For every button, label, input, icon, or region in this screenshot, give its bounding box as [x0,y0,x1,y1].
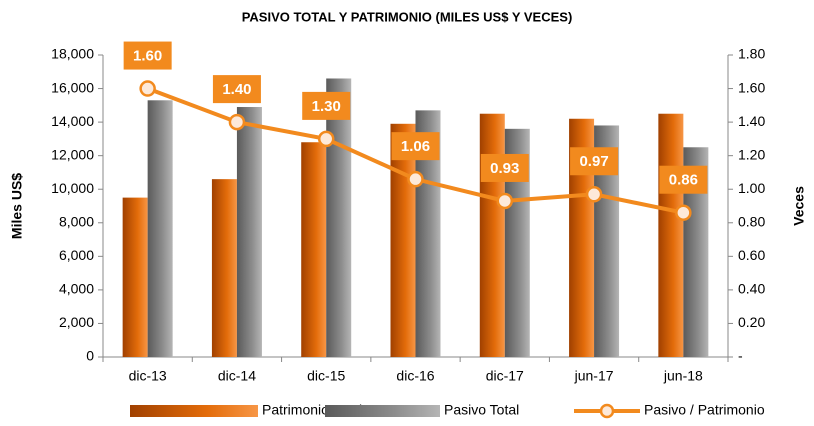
line-marker [317,130,335,148]
y2-tick-label: 1.00 [738,180,765,196]
legend-swatch [325,405,440,417]
value-label-box [570,147,619,176]
bar [122,197,148,357]
y2-tick-label: - [738,348,743,364]
x-tick-label: dic-14 [218,368,256,384]
value-label-box [480,153,529,182]
line-marker [496,192,514,210]
line-marker [585,186,603,203]
value-label: 0.97 [579,153,608,170]
line-marker [139,80,156,97]
bar [479,113,505,357]
y-tick-label: 2,000 [59,314,94,330]
y-tick-label: 6,000 [59,247,94,263]
bar [326,78,352,357]
legend-label: Pasivo / Patrimonio [644,402,765,418]
y2-tick-label: 1.60 [738,79,765,95]
y-tick-label: 8,000 [59,213,94,229]
y-tick-label: 10,000 [51,180,94,196]
x-tick-label: jun-18 [663,368,703,384]
value-label: 1.30 [312,98,341,115]
x-tick-label: jun-17 [574,368,614,384]
y-tick-label: 12,000 [51,146,94,162]
y-tick-label: 18,000 [51,46,94,62]
value-label-box [212,75,261,104]
value-label: 0.93 [490,160,519,177]
y2-tick-label: 0.20 [738,314,765,330]
y2-tick-label: 0.40 [738,281,765,297]
y-tick-label: 14,000 [51,113,94,129]
bar [211,179,237,357]
value-label-box [123,41,172,70]
bar [147,100,173,358]
legend-label: Pasivo Total [444,402,519,418]
y-tick-label: 16,000 [51,79,94,95]
y2-axis-title: Veces [791,186,807,226]
line-marker [675,204,692,221]
x-tick-label: dic-16 [396,368,434,384]
x-tick-label: dic-17 [486,368,524,384]
value-label-box [659,165,708,194]
y2-tick-label: 1.20 [738,146,765,162]
bar [390,123,416,358]
bar [301,142,327,357]
y-tick-label: 0 [86,348,94,364]
y-tick-label: 4,000 [59,281,94,297]
legend-swatch [130,405,258,417]
y-axis-title: Miles US$ [9,173,25,239]
line-marker [228,113,246,131]
value-label: 1.40 [222,81,251,98]
line-marker [407,170,424,188]
y2-tick-label: 0.80 [738,213,765,229]
value-label-box [302,91,351,120]
x-tick-label: dic-13 [129,368,167,384]
legend-marker [599,403,615,419]
y2-tick-label: 1.80 [738,46,765,62]
bar [236,107,262,357]
y2-tick-label: 0.60 [738,247,765,263]
value-label: 0.86 [669,172,698,189]
y2-tick-label: 1.40 [738,113,765,129]
value-label: 1.06 [401,138,430,155]
value-label: 1.60 [133,48,162,65]
value-label-box [391,132,440,161]
chart-title: PASIVO TOTAL Y PATRIMONIO (MILES US$ Y V… [242,9,573,24]
x-tick-label: dic-15 [307,368,345,384]
bar [658,113,684,357]
